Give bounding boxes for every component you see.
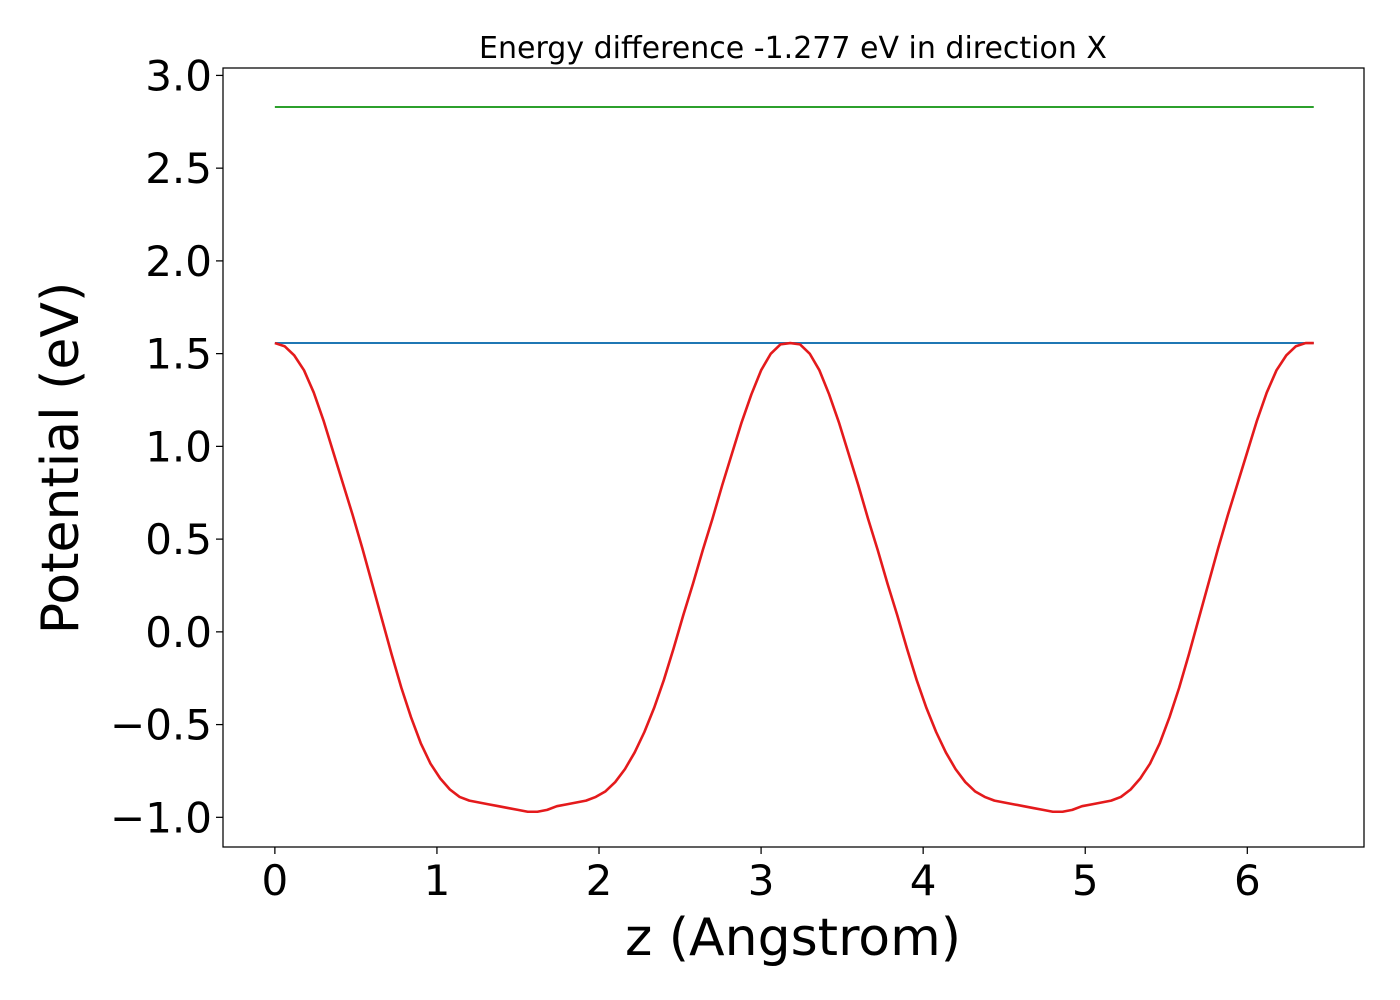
y-axis-ticks: −1.0 −0.5 0.0 0.5 1.0 1.5 2.0 2.5 3.0 [110,51,223,842]
y-tick-label: 2.0 [145,237,212,286]
y-tick-label: 0.0 [145,608,212,657]
x-tick-label: 4 [910,856,937,905]
plot-area [222,67,1365,848]
y-tick-label: 2.5 [145,144,212,193]
x-axis-ticks: 0 1 2 3 4 5 6 [261,847,1261,905]
series-layer [274,105,1314,814]
y-axis-label: Potential (eV) [31,282,91,634]
y-tick-label: 1.5 [145,330,212,379]
y-tick-label: 0.5 [145,515,212,564]
y-tick-label: −0.5 [110,701,212,750]
x-tick-label: 6 [1234,856,1261,905]
y-tick-label: −1.0 [110,793,212,842]
chart-title: Energy difference -1.277 eV in direction… [479,31,1107,66]
x-tick-label: 5 [1072,856,1099,905]
x-tick-label: 0 [261,856,288,905]
y-tick-label: 1.0 [145,422,212,471]
x-tick-label: 1 [424,856,451,905]
x-tick-label: 2 [586,856,613,905]
series-line-2 [274,341,1314,814]
y-tick-label: 3.0 [145,51,212,100]
x-axis-label: z (Angstrom) [625,908,961,968]
plot-frame [222,67,1365,848]
x-tick-label: 3 [748,856,775,905]
